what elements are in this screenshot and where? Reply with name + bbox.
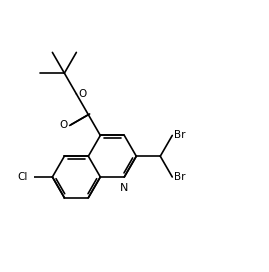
Text: O: O <box>59 120 68 131</box>
Text: Cl: Cl <box>17 172 27 182</box>
Text: Br: Br <box>174 130 185 140</box>
Text: Br: Br <box>174 172 185 183</box>
Text: N: N <box>120 183 129 193</box>
Text: O: O <box>79 89 87 99</box>
